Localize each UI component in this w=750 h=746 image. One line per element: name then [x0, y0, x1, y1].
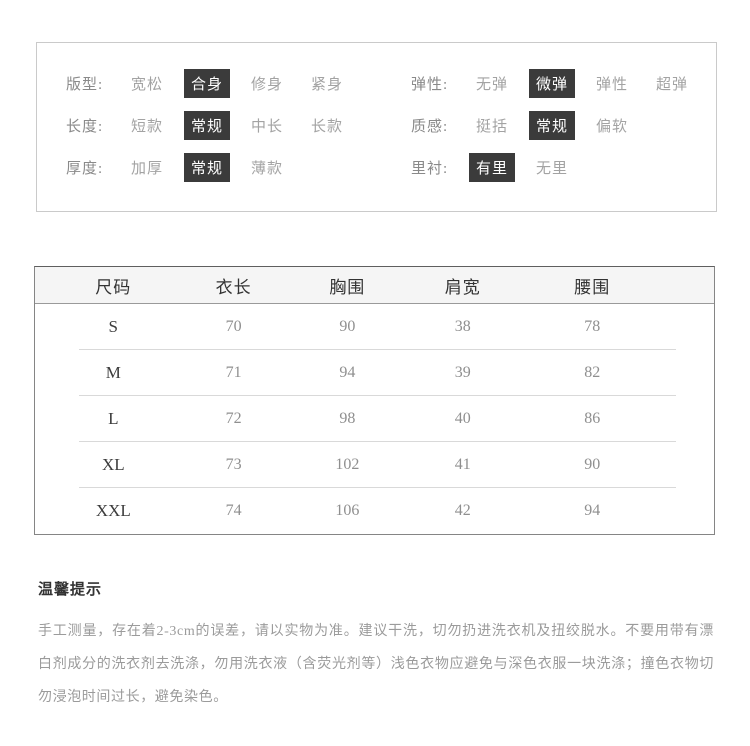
table-row-s: S 70 90 38 78 — [35, 304, 714, 350]
attr-option: 无弹 — [475, 76, 508, 93]
table-row-l: L 72 98 40 86 — [35, 396, 714, 442]
attr-option: 超弹 — [655, 76, 688, 93]
attr-option: 短款 — [131, 118, 164, 135]
attr-option: 紧身 — [311, 76, 344, 93]
cell-size: L — [108, 409, 119, 428]
table-row-xxl: XXL 74 106 42 94 — [35, 488, 714, 534]
table-row-xl: XL 73 102 41 90 — [35, 442, 714, 488]
attr-label-texture: 质感: — [410, 118, 449, 135]
attr-option: 挺括 — [475, 118, 508, 135]
attr-row-lining: 里衬: 有里 无里 — [411, 146, 716, 188]
cell-shoulder: 42 — [454, 502, 471, 519]
attr-option-selected: 常规 — [184, 152, 231, 182]
attr-option-selected: 常规 — [184, 110, 231, 140]
attr-label-length: 长度: — [66, 118, 104, 135]
cell-waist: 90 — [584, 456, 601, 473]
cell-bust: 98 — [339, 410, 356, 427]
attr-option: 偏软 — [595, 118, 628, 135]
attr-option: 加厚 — [131, 160, 164, 177]
attr-option-selected: 微弹 — [528, 68, 575, 98]
cell-size: M — [105, 363, 121, 382]
attr-label-fit: 版型: — [66, 76, 104, 93]
attr-option: 修身 — [251, 76, 284, 93]
cell-bust: 106 — [335, 502, 360, 519]
care-tips-title: 温馨提示 — [38, 582, 103, 598]
attr-label-elasticity: 弹性: — [410, 76, 449, 93]
cell-garment-length: 74 — [225, 502, 242, 519]
cell-garment-length: 70 — [225, 318, 242, 335]
table-row-m: M 71 94 39 82 — [35, 350, 714, 396]
size-chart-table: 尺码 衣长 胸围 肩宽 腰围 S 70 90 38 78 M 71 94 39 … — [34, 266, 715, 535]
size-chart-header-row: 尺码 衣长 胸围 肩宽 腰围 — [35, 267, 714, 304]
cell-shoulder: 39 — [454, 364, 471, 381]
attr-option: 中长 — [251, 118, 284, 135]
cell-waist: 94 — [584, 502, 601, 519]
column-header-waist: 腰围 — [574, 277, 611, 297]
product-attributes-panel: 版型: 宽松 合身 修身 紧身 长度: 短款 常规 中长 长款 厚度: 加厚 常… — [36, 42, 717, 212]
cell-shoulder: 38 — [454, 318, 471, 335]
attr-option: 宽松 — [131, 76, 164, 93]
cell-garment-length: 71 — [225, 364, 242, 381]
attr-label-thickness: 厚度: — [66, 160, 104, 177]
cell-waist: 82 — [584, 364, 601, 381]
column-header-bust: 胸围 — [329, 277, 366, 297]
attr-option-selected: 常规 — [528, 110, 575, 140]
care-tips-body: 手工测量，存在着2-3cm的误差，请以实物为准。建议干洗，切勿扔进洗衣机及扭绞脱… — [38, 624, 714, 705]
care-tips-section: 温馨提示 手工测量，存在着2-3cm的误差，请以实物为准。建议干洗，切勿扔进洗衣… — [38, 578, 714, 714]
cell-waist: 86 — [584, 410, 601, 427]
attr-label-lining: 里衬: — [410, 160, 449, 177]
attr-option-selected: 合身 — [184, 68, 231, 98]
column-header-size: 尺码 — [95, 277, 132, 297]
attr-option: 无里 — [535, 160, 568, 177]
cell-shoulder: 41 — [454, 456, 471, 473]
cell-size: XXL — [95, 501, 131, 520]
cell-garment-length: 73 — [225, 456, 242, 473]
attributes-column-right: 弹性: 无弹 微弹 弹性 超弹 质感: 挺括 常规 偏软 里衬: 有里 无里 — [411, 62, 716, 211]
attributes-column-left: 版型: 宽松 合身 修身 紧身 长度: 短款 常规 中长 长款 厚度: 加厚 常… — [37, 62, 411, 211]
cell-size: XL — [101, 455, 125, 474]
attr-option: 弹性 — [595, 76, 628, 93]
cell-bust: 90 — [339, 318, 356, 335]
attr-row-elasticity: 弹性: 无弹 微弹 弹性 超弹 — [411, 62, 716, 104]
attr-row-thickness: 厚度: 加厚 常规 薄款 — [66, 146, 411, 188]
cell-shoulder: 40 — [454, 410, 471, 427]
cell-garment-length: 72 — [225, 410, 242, 427]
column-header-garment-length: 衣长 — [215, 277, 252, 297]
column-header-shoulder: 肩宽 — [444, 277, 481, 297]
attr-row-texture: 质感: 挺括 常规 偏软 — [411, 104, 716, 146]
cell-bust: 102 — [335, 456, 360, 473]
attr-option: 薄款 — [251, 160, 284, 177]
cell-bust: 94 — [339, 364, 356, 381]
cell-waist: 78 — [584, 318, 601, 335]
cell-size: S — [108, 317, 119, 336]
attr-option-selected: 有里 — [468, 152, 515, 182]
attr-row-fit: 版型: 宽松 合身 修身 紧身 — [66, 62, 411, 104]
attr-option: 长款 — [311, 118, 344, 135]
attr-row-length: 长度: 短款 常规 中长 长款 — [66, 104, 411, 146]
